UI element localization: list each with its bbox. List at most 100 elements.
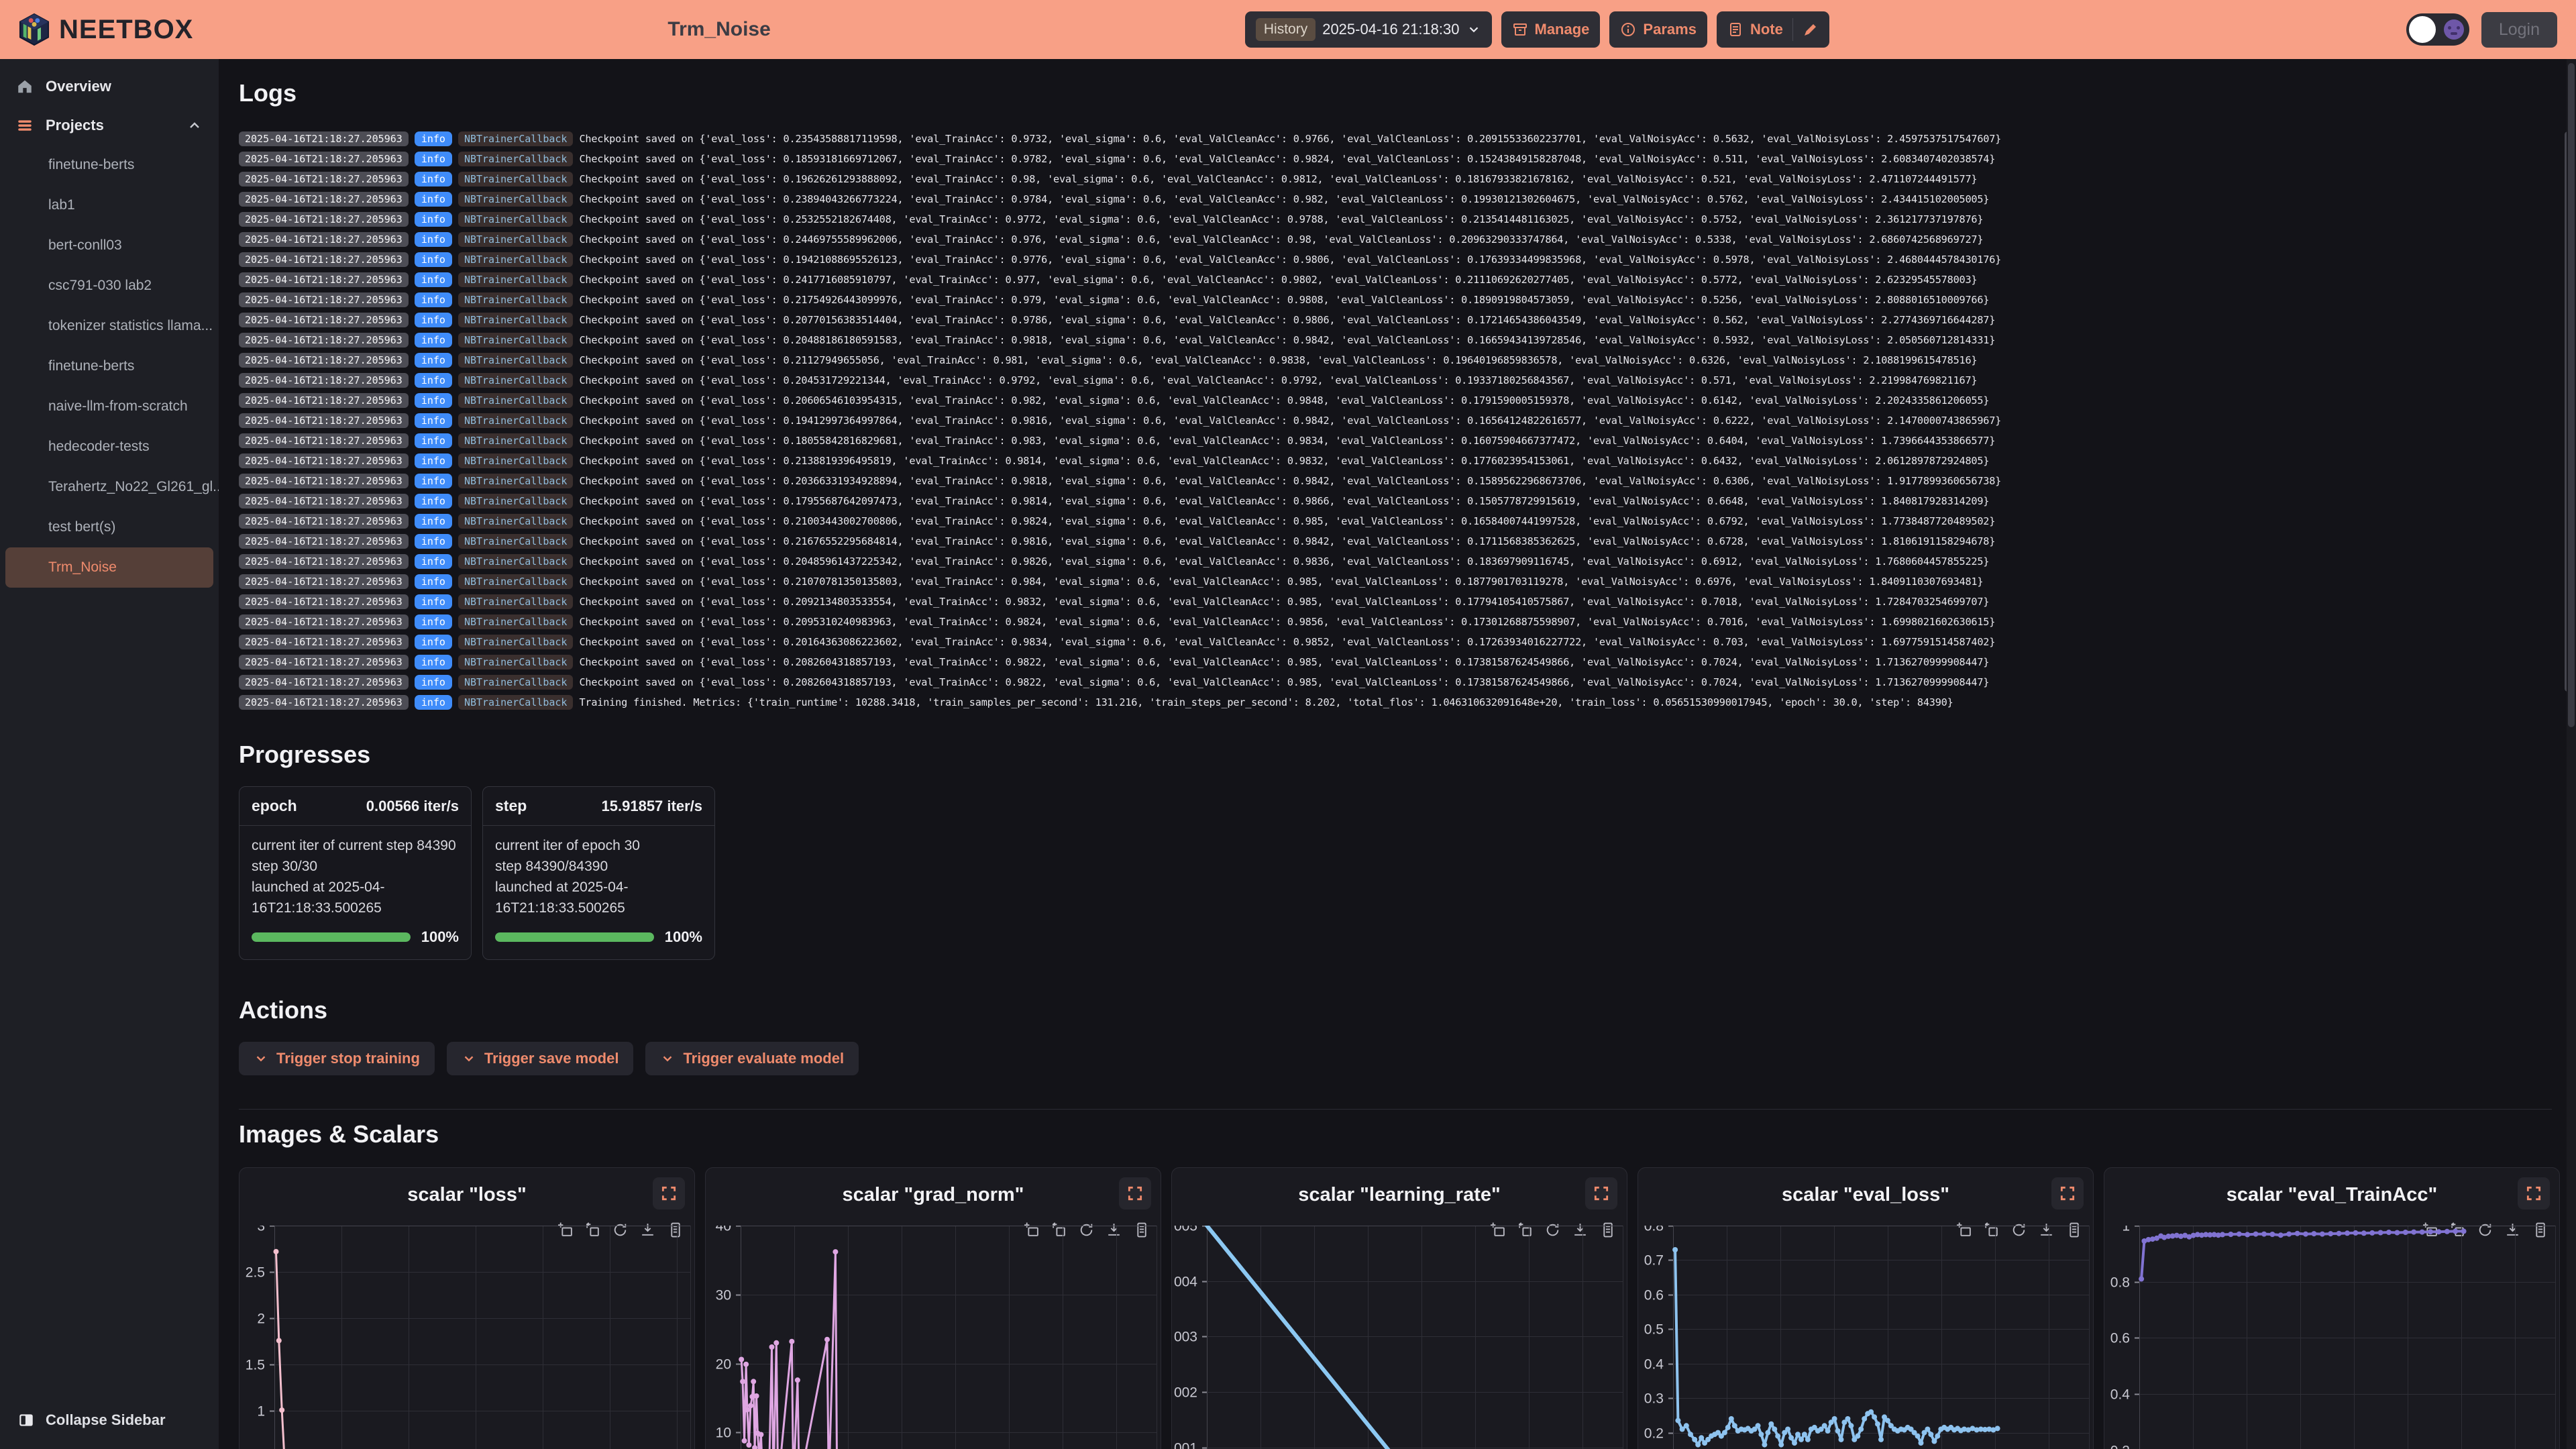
expand-chart-button[interactable] <box>2051 1177 2084 1210</box>
log-timestamp: 2025-04-16T21:18:27.205963 <box>239 554 409 569</box>
progress-rate: 0.00566 iter/s <box>366 797 459 814</box>
divider <box>239 1109 2552 1110</box>
data-file-icon[interactable] <box>2064 1220 2084 1242</box>
log-level-badge: info <box>414 192 452 207</box>
log-level-badge: info <box>414 272 452 287</box>
sidebar-project-item[interactable]: hedecoder-tests <box>48 439 150 454</box>
expand-chart-button[interactable] <box>1585 1177 1617 1210</box>
chart-data-point <box>2186 1234 2192 1240</box>
data-file-icon[interactable] <box>2530 1220 2550 1242</box>
zoom-back-icon[interactable] <box>583 1220 602 1242</box>
sidebar-project-item[interactable]: Terahertz_No22_Gl261_gl... <box>48 479 219 494</box>
data-file-icon[interactable] <box>1598 1220 1617 1242</box>
log-message: Checkpoint saved on {'eval_loss': 0.2417… <box>579 274 1978 286</box>
refresh-icon[interactable] <box>2475 1220 2495 1242</box>
zoom-back-icon[interactable] <box>1982 1220 2001 1242</box>
chart-plot-area[interactable]: 40 30 20 10 <box>706 1226 1161 1449</box>
box-zoom-icon[interactable] <box>1488 1220 1507 1242</box>
note-button-group[interactable]: Note <box>1716 11 1829 48</box>
sidebar-project-item[interactable]: naive-llm-from-scratch <box>48 398 188 414</box>
chart-data-point <box>1675 1417 1681 1424</box>
box-zoom-icon[interactable] <box>555 1220 575 1242</box>
collapse-sidebar-button[interactable]: Collapse Sidebar <box>0 1403 183 1437</box>
login-button[interactable]: Login <box>2481 11 2557 48</box>
sidebar-item-projects[interactable]: Projects <box>0 106 219 145</box>
download-icon[interactable] <box>1570 1220 1590 1242</box>
sidebar-project-item[interactable]: tokenizer statistics llama... <box>48 318 213 333</box>
download-icon[interactable] <box>1104 1220 1124 1242</box>
log-tag-badge: NBTrainerCallback <box>458 655 574 669</box>
expand-chart-button[interactable] <box>2518 1177 2550 1210</box>
chart-plot-area[interactable]: 0.8 0.7 0.6 0.5 0.4 0.3 0.2 <box>1638 1226 2093 1449</box>
expand-chart-button[interactable] <box>1119 1177 1151 1210</box>
log-row: 2025-04-16T21:18:27.205963 info NBTrainerC… <box>239 270 2552 290</box>
action-button-label: Trigger save model <box>484 1050 619 1067</box>
expand-chart-button[interactable] <box>653 1177 685 1210</box>
refresh-icon[interactable] <box>2009 1220 2029 1242</box>
data-file-icon[interactable] <box>1132 1220 1151 1242</box>
log-message: Checkpoint saved on {'eval_loss': 0.2175… <box>579 294 1990 306</box>
theme-toggle[interactable] <box>2406 13 2469 46</box>
log-rows: 2025-04-16T21:18:27.205963 info NBTrainerC… <box>239 129 2552 712</box>
sidebar-project-item[interactable]: lab1 <box>48 197 75 213</box>
action-button-label: Trigger evaluate model <box>683 1050 845 1067</box>
download-icon[interactable] <box>2503 1220 2522 1242</box>
box-zoom-icon[interactable] <box>1954 1220 1974 1242</box>
log-row: 2025-04-16T21:18:27.205963 info NBTrainerC… <box>239 370 2552 390</box>
chart-data-point <box>1911 1430 1917 1436</box>
refresh-icon[interactable] <box>1077 1220 1096 1242</box>
log-timestamp: 2025-04-16T21:18:27.205963 <box>239 594 409 609</box>
y-tick-label: 003 <box>1174 1330 1197 1345</box>
action-button[interactable]: Trigger save model <box>446 1042 634 1075</box>
sidebar-project-item[interactable]: finetune-berts <box>48 358 135 374</box>
log-timestamp: 2025-04-16T21:18:27.205963 <box>239 413 409 428</box>
action-button[interactable]: Trigger stop training <box>239 1042 435 1075</box>
log-tag-badge: NBTrainerCallback <box>458 272 574 287</box>
refresh-icon[interactable] <box>1543 1220 1562 1242</box>
page-scrollbar-thumb[interactable] <box>2568 63 2575 727</box>
chart-title: scalar "eval_TrainAcc" <box>2226 1184 2438 1205</box>
log-row: 2025-04-16T21:18:27.205963 info NBTrainerC… <box>239 250 2552 270</box>
action-button[interactable]: Trigger evaluate model <box>645 1042 859 1075</box>
history-dropdown[interactable]: History 2025-04-16 21:18:30 <box>1244 11 1492 48</box>
chart-plot-area[interactable]: 005 004 003 002 001 <box>1172 1226 1627 1449</box>
chart-data-point <box>1990 1427 1996 1433</box>
brand[interactable]: NEETBOX <box>19 12 193 47</box>
log-row: 2025-04-16T21:18:27.205963 info NBTrainerC… <box>239 692 2552 712</box>
chart-plot-area[interactable]: 32.521.510.5 <box>239 1226 694 1449</box>
chart-data-point <box>794 1377 800 1383</box>
sidebar-item-overview[interactable]: Overview <box>0 67 219 106</box>
download-icon[interactable] <box>2037 1220 2056 1242</box>
chart-data-point <box>2444 1228 2450 1234</box>
box-zoom-icon[interactable] <box>1022 1220 1041 1242</box>
manage-button[interactable]: Manage <box>1501 11 1601 48</box>
chart-data-point <box>1695 1442 1701 1448</box>
sidebar-project-item[interactable]: csc791-030 lab2 <box>48 278 152 293</box>
log-message: Checkpoint saved on {'eval_loss': 0.2112… <box>579 354 1978 366</box>
chart-data-point <box>1775 1433 1781 1439</box>
chart-data-point <box>1970 1426 1976 1432</box>
edit-pencil-icon[interactable] <box>1803 21 1819 38</box>
chart-data-point <box>2141 1238 2147 1244</box>
expand-icon <box>2526 1186 2541 1201</box>
log-timestamp: 2025-04-16T21:18:27.205963 <box>239 393 409 408</box>
zoom-back-icon[interactable] <box>1515 1220 1535 1242</box>
sidebar-project-item[interactable]: bert-conll03 <box>48 237 122 253</box>
sidebar-project-item[interactable]: test bert(s) <box>48 519 116 535</box>
log-row: 2025-04-16T21:18:27.205963 info NBTrainerC… <box>239 189 2552 209</box>
zoom-back-icon[interactable] <box>1049 1220 1069 1242</box>
chart-title: scalar "learning_rate" <box>1298 1184 1501 1205</box>
log-timestamp: 2025-04-16T21:18:27.205963 <box>239 232 409 247</box>
refresh-icon[interactable] <box>610 1220 630 1242</box>
logs-panel[interactable]: 2025-04-16T21:18:27.205963 info NBTrainerC… <box>239 129 2576 712</box>
chart-data-point <box>1928 1432 1934 1438</box>
page-scrollbar[interactable] <box>2567 59 2576 1449</box>
y-tick-label: 2 <box>257 1311 265 1327</box>
chart-plot-area[interactable]: 1 0.8 0.6 0.4 0.2 <box>2104 1226 2559 1449</box>
chart-data-point <box>2319 1231 2325 1237</box>
y-tick-label: 0.4 <box>2110 1387 2131 1403</box>
download-icon[interactable] <box>638 1220 657 1242</box>
sidebar-project-item[interactable]: finetune-berts <box>48 157 135 172</box>
sidebar-project-item[interactable]: Trm_Noise <box>5 547 213 588</box>
params-button[interactable]: Params <box>1609 11 1707 48</box>
